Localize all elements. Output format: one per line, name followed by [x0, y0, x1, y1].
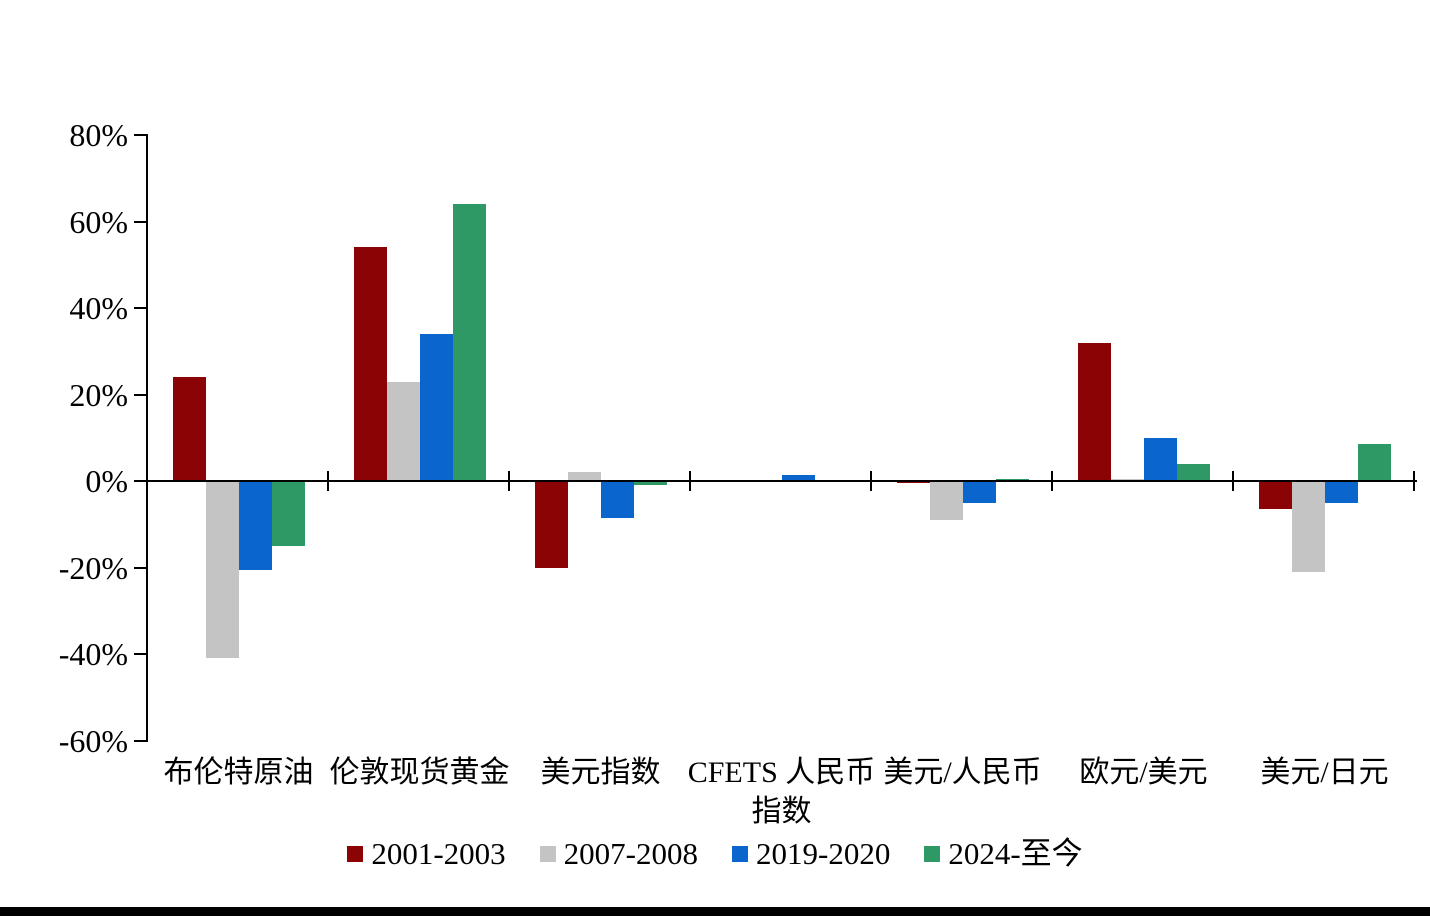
legend-swatch-icon	[539, 846, 556, 862]
legend-item: 2007-2008	[539, 836, 698, 872]
bar	[238, 481, 272, 570]
bar	[600, 481, 634, 518]
bar	[567, 472, 601, 481]
y-axis-tick-label: -60%	[58, 722, 128, 759]
bar	[633, 481, 667, 486]
y-axis-tick	[134, 220, 148, 223]
bar	[962, 481, 996, 503]
y-axis-tick	[134, 566, 148, 569]
y-axis-tick	[134, 307, 148, 309]
x-axis-boundary-tick	[1051, 471, 1053, 491]
x-axis-boundary-tick	[1413, 471, 1415, 491]
y-axis-tick	[134, 480, 148, 482]
x-axis-category-label: 美元指数	[540, 756, 661, 789]
legend-label: 2024-至今	[948, 836, 1083, 871]
bottom-black-bar	[0, 907, 1430, 916]
y-axis-tick-label: 60%	[69, 203, 128, 240]
bar	[781, 474, 815, 481]
x-axis-category-label: 美元/日元	[1260, 756, 1389, 789]
legend-label: 2007-2008	[563, 836, 698, 871]
bar	[1110, 478, 1144, 481]
legend-swatch-icon	[924, 846, 941, 862]
bar	[419, 333, 453, 481]
y-axis-tick	[134, 653, 148, 655]
y-axis-tick-label: -40%	[58, 636, 128, 672]
bar	[1357, 444, 1391, 481]
y-axis-line	[146, 134, 148, 742]
legend-item: 2019-2020	[732, 836, 890, 872]
y-axis-tick-label: 40%	[69, 290, 128, 326]
y-axis-tick	[134, 134, 148, 136]
bar	[896, 481, 930, 484]
bar	[995, 478, 1029, 481]
legend-swatch-icon	[732, 846, 748, 862]
y-axis-tick	[134, 393, 148, 396]
legend-item: 2001-2003	[347, 836, 506, 872]
bar	[452, 204, 486, 481]
bar	[1077, 342, 1111, 481]
x-axis-boundary-tick	[689, 471, 691, 491]
bar	[1176, 463, 1210, 481]
x-axis-boundary-tick	[327, 471, 329, 491]
bar	[172, 377, 206, 481]
chart-legend: 2001-2003 2007-2008 2019-2020 2024-至今	[0, 833, 1430, 875]
x-axis-boundary-tick	[870, 471, 872, 491]
legend-swatch-icon	[347, 846, 364, 862]
bar	[1258, 481, 1292, 510]
bar	[929, 481, 963, 520]
x-axis-boundary-tick	[508, 471, 510, 491]
x-axis-category-label: 欧元/美元	[1079, 756, 1208, 789]
y-axis-tick-label: 80%	[69, 117, 128, 153]
bar	[386, 381, 420, 481]
bar	[353, 247, 387, 481]
x-axis-category-label: 伦敦现货黄金	[329, 756, 510, 789]
x-axis-category-label: CFETS 人民币 指数	[687, 756, 876, 828]
legend-item: 2024-至今	[924, 836, 1083, 872]
x-axis-category-label: 布伦特原油	[163, 756, 314, 789]
bar	[534, 481, 568, 568]
bar	[205, 481, 239, 659]
x-axis-boundary-tick	[1232, 471, 1234, 491]
bar	[271, 481, 305, 546]
y-axis-tick-label: 20%	[69, 376, 128, 413]
y-axis-tick-label: 0%	[85, 463, 128, 499]
x-axis-zero-line	[146, 480, 1417, 482]
legend-label: 2001-2003	[371, 836, 506, 871]
x-axis-category-label: 美元/人民币	[883, 756, 1042, 789]
y-axis-tick	[134, 739, 148, 742]
legend-label: 2019-2020	[756, 836, 891, 871]
bar	[1324, 481, 1358, 503]
bar	[1291, 481, 1325, 572]
bar	[1143, 437, 1177, 481]
y-axis-tick-label: -20%	[58, 549, 128, 586]
